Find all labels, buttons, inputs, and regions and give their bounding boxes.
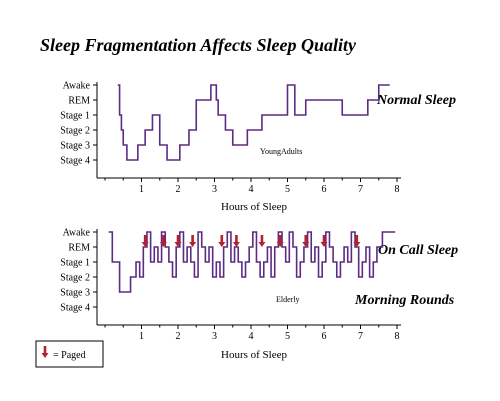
y-tick-label: REM — [68, 243, 90, 254]
y-tick-label: Stage 1 — [60, 258, 90, 269]
paged-arrow — [189, 235, 197, 247]
paged-arrow — [276, 235, 284, 247]
on-call-sleep-label: On Call Sleep — [378, 243, 458, 258]
sleep-stage-trace — [108, 231, 396, 293]
y-tick-label: Stage 2 — [60, 126, 90, 137]
x-tick-label: 7 — [358, 184, 363, 195]
x-tick-label: 1 — [139, 184, 144, 195]
y-tick-label: Stage 4 — [60, 156, 90, 167]
on-call-sleep-x-axis-label: Hours of Sleep — [221, 349, 287, 361]
paged-arrow — [320, 235, 328, 247]
normal-sleep-x-axis-label: Hours of Sleep — [221, 201, 287, 213]
x-tick-label: 3 — [212, 331, 217, 342]
y-tick-label: Awake — [63, 228, 91, 239]
paged-arrow — [141, 235, 149, 247]
x-tick-label: 6 — [322, 331, 327, 342]
x-tick-label: 7 — [358, 331, 363, 342]
y-tick-label: Stage 2 — [60, 273, 90, 284]
x-tick-label: 5 — [285, 184, 290, 195]
y-tick-label: REM — [68, 96, 90, 107]
x-tick-label: 8 — [395, 331, 400, 342]
paged-arrow-icon — [41, 346, 49, 358]
sleep-stage-trace — [117, 84, 390, 161]
normal-sleep-label: Normal Sleep — [376, 93, 456, 108]
x-tick-label: 1 — [139, 331, 144, 342]
paged-arrow — [353, 235, 361, 247]
legend: = Paged — [35, 340, 104, 368]
normal-sleep-panel: Normal Sleep YoungAdults Hours of Sleep … — [60, 81, 456, 214]
x-tick-label: 2 — [176, 331, 181, 342]
x-tick-label: 8 — [395, 184, 400, 195]
paged-arrow — [174, 235, 182, 247]
x-tick-label: 2 — [176, 184, 181, 195]
on-call-sleep-panel: On Call Sleep Morning Rounds Elderly Hou… — [60, 228, 458, 362]
x-tick-label: 4 — [249, 184, 254, 195]
y-tick-label: Stage 4 — [60, 303, 90, 314]
y-tick-label: Stage 3 — [60, 141, 90, 152]
x-tick-label: 3 — [212, 184, 217, 195]
morning-rounds-label: Morning Rounds — [354, 293, 455, 308]
y-tick-label: Stage 3 — [60, 288, 90, 299]
legend-paged-arrow — [41, 346, 49, 358]
paged-arrow — [218, 235, 226, 247]
x-tick-label: 4 — [249, 331, 254, 342]
paged-arrow — [159, 235, 167, 247]
legend-text: = Paged — [53, 350, 86, 361]
x-tick-label: 6 — [322, 184, 327, 195]
paged-arrow — [258, 235, 266, 247]
normal-sleep-annotation: YoungAdults — [260, 147, 302, 156]
paged-arrow — [232, 235, 240, 247]
x-tick-label: 5 — [285, 331, 290, 342]
paged-arrow — [302, 235, 310, 247]
y-tick-label: Stage 1 — [60, 111, 90, 122]
y-tick-label: Awake — [63, 81, 91, 92]
figure-title: Sleep Fragmentation Affects Sleep Qualit… — [40, 35, 357, 55]
on-call-sleep-annotation: Elderly — [276, 295, 300, 304]
